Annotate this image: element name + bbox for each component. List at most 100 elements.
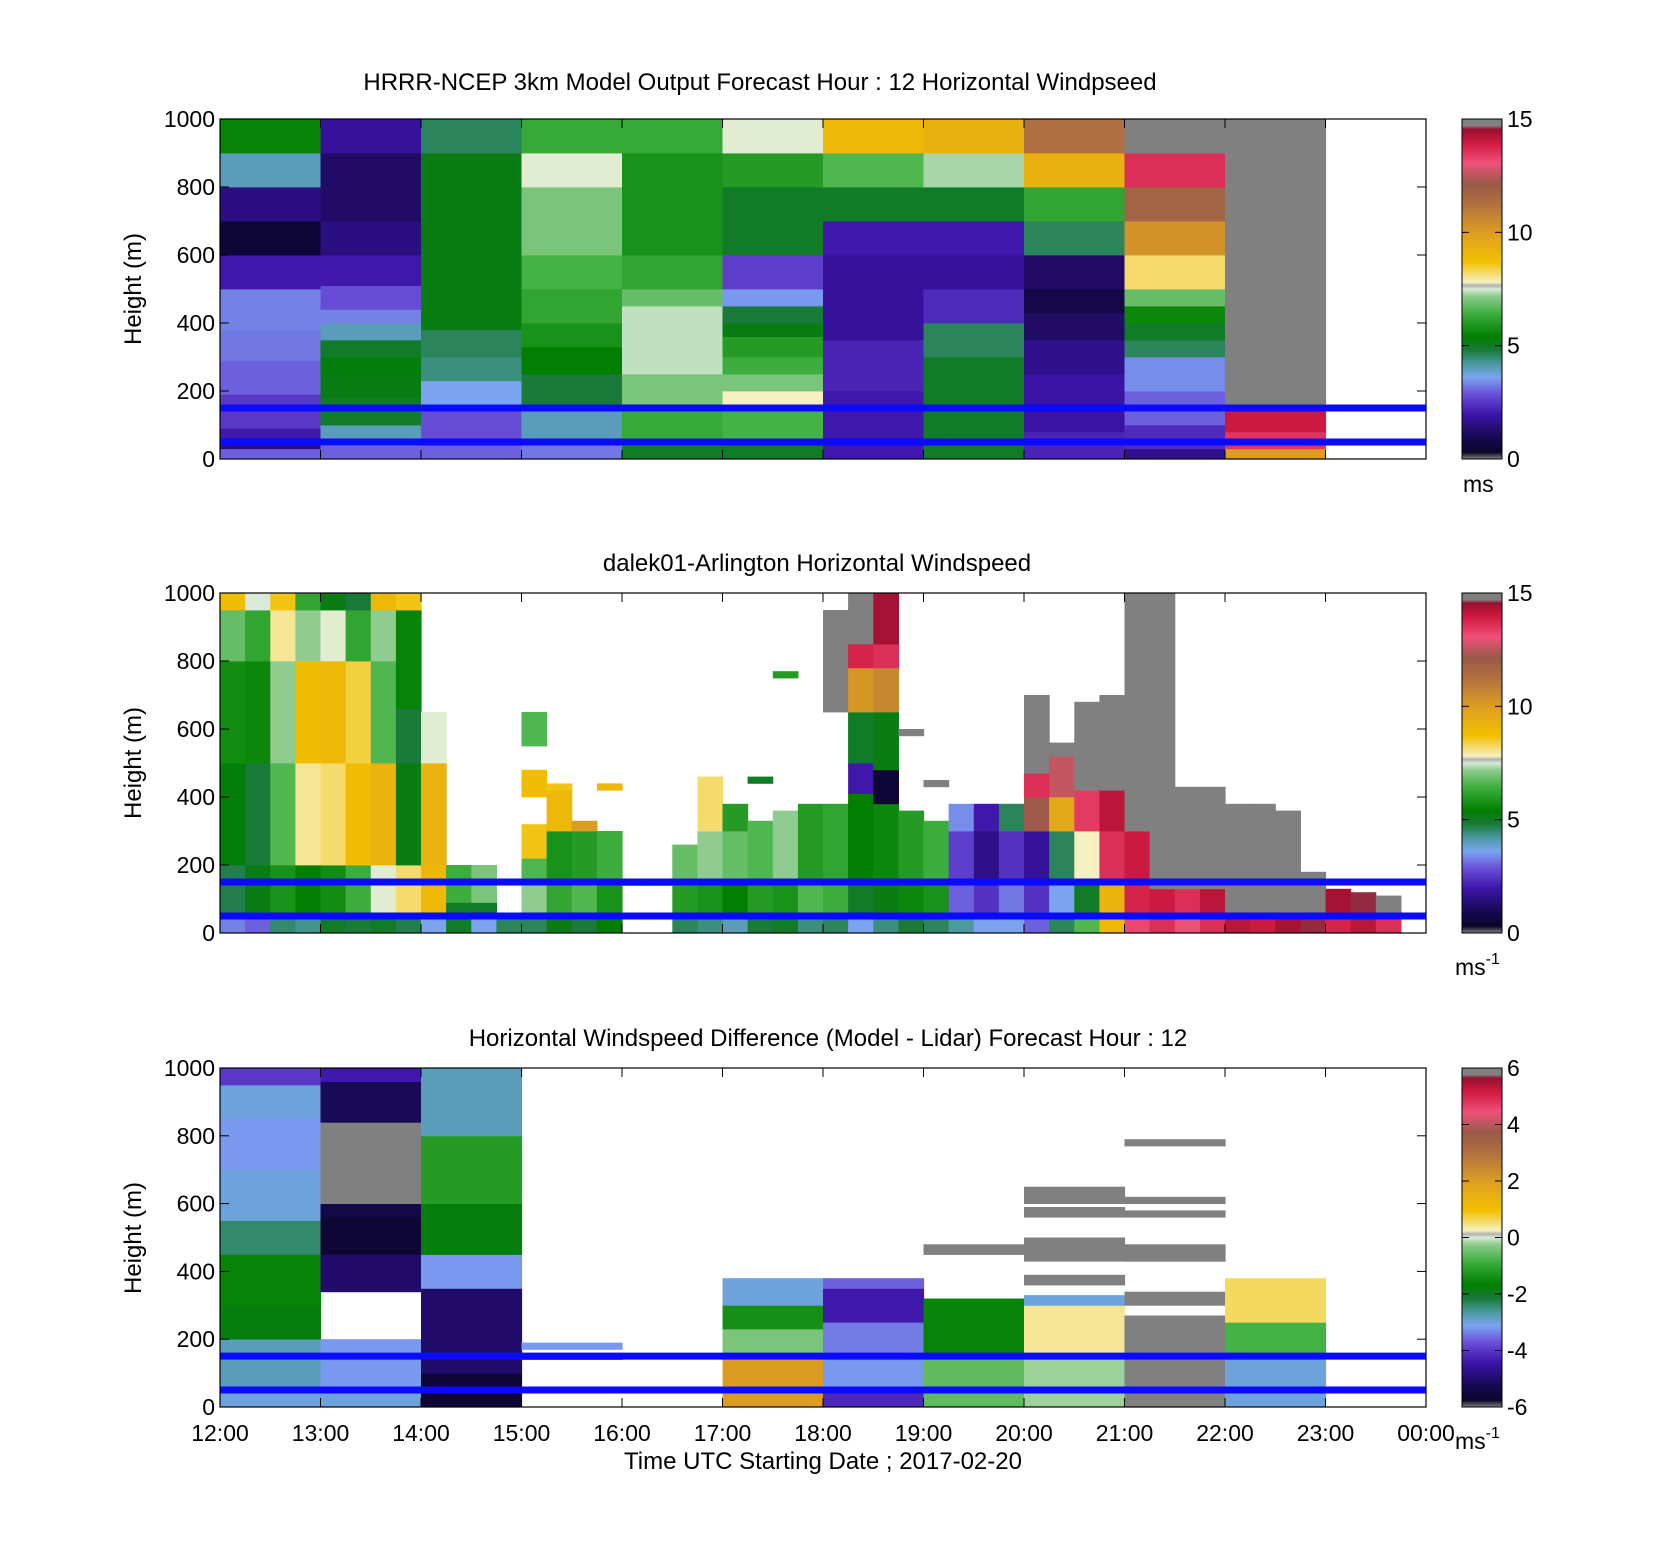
panel-model: HRRR-NCEP 3km Model Output Forecast Hour… [120,69,1533,497]
heatmap-cell [1049,831,1075,883]
heatmap-cell [521,119,623,154]
heatmap-cell [245,865,271,913]
heatmap-cell [270,610,296,662]
heatmap-cell [722,357,824,375]
heatmap-cell [1099,695,1126,791]
colorbar-unit-base: ms [1455,954,1486,980]
heatmap-cell [220,448,322,460]
heatmap-cell [1149,593,1176,764]
y-axis-label: Height (m) [120,707,147,819]
heatmap-cell [1149,763,1176,890]
colorbar-tick-label: 5 [1507,807,1520,833]
heatmap-cell [823,803,849,883]
heatmap-cell [320,610,347,662]
heatmap-cell [948,803,975,832]
heatmap-cell [1325,888,1352,913]
heatmap-cell [220,1118,322,1171]
colorbar-ticks: 0 5 10 15 [1462,580,1533,946]
heatmap-cell [1199,888,1226,913]
heatmap-cell [1074,701,1100,791]
heatmap-cell [823,391,925,439]
heatmap-cell [220,394,322,429]
heatmap-cell [1024,431,1126,460]
heatmap-cell [1250,888,1276,913]
heatmap-cell [1024,187,1126,222]
heatmap-cell [320,593,347,611]
heatmap-cell [1124,119,1226,154]
heatmap-cell [220,187,322,222]
heatmap-cell [1074,882,1100,913]
colorbar-unit: ms-1 [1455,951,1500,980]
heatmap-cell [521,824,548,859]
heatmap-cell [772,882,799,913]
heatmap-cell [345,763,372,866]
heatmap-cell [320,445,422,460]
heatmap-cell [395,763,422,866]
heatmap-cell [421,380,523,409]
y-tick-label: 200 [177,852,215,878]
heatmap-cell [1024,695,1050,730]
heatmap-cell [421,865,447,913]
heatmap-cell [421,1068,523,1137]
heatmap-cell [1024,153,1126,188]
heatmap-cell [1124,153,1226,188]
heatmap-cell [521,153,623,188]
heatmap-cell [1024,255,1126,290]
heatmap-cell [521,882,548,913]
heatmap-cell [245,593,271,611]
y-tick-label: 600 [177,242,215,268]
heatmap-cell [823,882,849,913]
heatmap-cell [320,1254,422,1293]
heatmap-cell [823,255,925,290]
heatmap-cell [1124,340,1226,358]
heatmap-cell [1124,448,1226,460]
heatmap-cell [722,1329,824,1357]
heatmap-cell [1074,831,1100,883]
heatmap-cell [320,340,422,358]
y-axis-label: Height (m) [120,1182,147,1294]
heatmap-cell [1024,1237,1126,1262]
colorbar-unit-exponent: -1 [1486,1425,1500,1442]
heatmap-cell [998,882,1025,913]
heatmap-cell [521,346,623,375]
heatmap-cell [823,1390,925,1408]
heatmap-cell [421,763,447,866]
panel-title: dalek01-Arlington Horizontal Windspeed [603,550,1031,577]
heatmap-cell [521,858,548,883]
heatmap-cell [421,357,523,382]
y-tick-label: 1000 [164,1055,215,1081]
heatmap-cell [421,1254,523,1289]
heatmap-cell [320,1203,422,1218]
heatmap-cell [1124,1244,1226,1262]
colorbar-unit-exponent: -1 [1486,951,1500,968]
panel-difference: Horizontal Windspeed Difference (Model -… [120,1025,1528,1475]
y-tick-label: 200 [177,1326,215,1352]
heatmap-cell [220,1085,322,1120]
heatmap-cell [722,306,824,324]
heatmap-cell [295,593,322,611]
heatmap-cell [697,882,724,913]
heatmap-cell [923,408,1025,460]
y-axis: 0 200 400 600 800 1000 [164,580,1426,946]
heatmap-cell [521,374,623,409]
heatmap-cell [370,763,397,866]
heatmap-cell [797,882,824,913]
heatmap-cell [220,593,246,611]
heatmap-cell [973,831,1000,883]
heatmap-cell [1275,810,1301,890]
heatmap-cell [848,644,874,669]
heatmap-cell [245,763,271,866]
heatmap-cell [320,119,422,154]
heatmap-cell [421,1203,523,1255]
heatmap-cell [1225,119,1327,409]
heatmap-cell [873,712,899,771]
heatmap-cell [848,593,874,645]
heatmap-cell [1124,1210,1226,1218]
colorbar-unit: ms-1 [1455,1425,1500,1454]
heatmap-cell [1024,797,1050,832]
x-axis: 12:00 13:00 14:00 15:00 16:00 17:00 18:00 19:00… [191,1068,1455,1446]
heatmap-cell [421,712,447,764]
heatmap-cell [848,763,874,794]
heatmap-cell [295,661,322,764]
heatmap-cell [320,323,422,341]
